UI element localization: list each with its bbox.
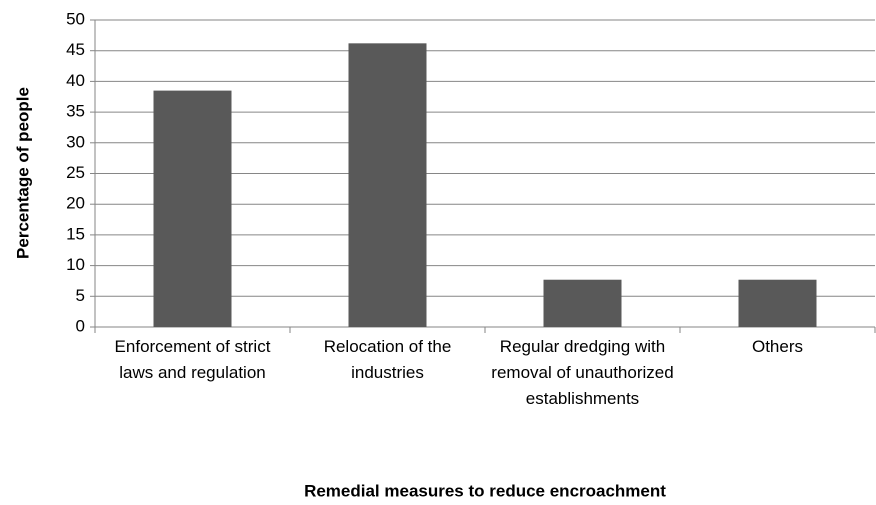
x-tick-label: Regular dredging with removal of unautho… — [491, 337, 674, 408]
y-tick-label: 40 — [66, 71, 85, 90]
y-tick-label: 50 — [66, 9, 85, 28]
y-tick-label: 45 — [66, 40, 85, 59]
y-tick-label: 30 — [66, 132, 85, 151]
bar — [348, 43, 427, 327]
y-tick-label: 0 — [76, 316, 85, 335]
y-tick-label: 20 — [66, 194, 85, 213]
x-tick-label: Enforcement of strict laws and regulatio… — [114, 337, 271, 382]
y-tick-label: 25 — [66, 163, 85, 182]
y-tick-label: 5 — [76, 286, 85, 305]
y-tick-label: 10 — [66, 255, 85, 274]
x-tick-label: Others — [751, 337, 804, 356]
y-tick-label: 35 — [66, 102, 85, 121]
y-tick-label: 15 — [66, 224, 85, 243]
bar — [153, 90, 232, 327]
bar — [543, 279, 622, 327]
bar — [738, 279, 817, 327]
x-axis-label: Remedial measures to reduce encroachment — [304, 481, 666, 500]
y-axis-label: Percentage of people — [13, 87, 32, 259]
x-tick-label: Relocation of the industries — [323, 337, 452, 382]
